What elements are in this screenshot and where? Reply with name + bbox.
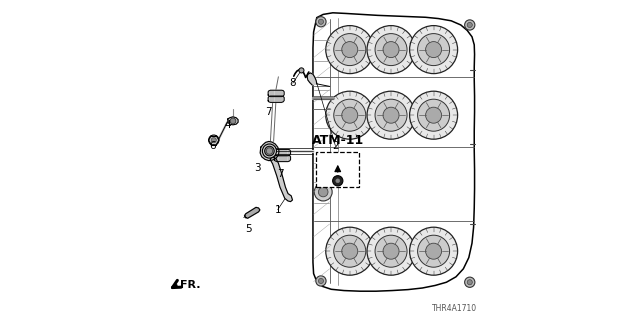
Text: 3: 3 — [254, 163, 261, 173]
Polygon shape — [244, 207, 260, 218]
Circle shape — [383, 107, 399, 123]
Polygon shape — [313, 13, 475, 291]
Polygon shape — [270, 157, 292, 202]
Circle shape — [336, 179, 340, 183]
Circle shape — [342, 42, 358, 58]
Circle shape — [334, 34, 366, 66]
Circle shape — [465, 277, 475, 287]
Circle shape — [319, 187, 328, 197]
Text: 4: 4 — [225, 120, 232, 130]
Text: 7: 7 — [265, 107, 271, 117]
Text: 1: 1 — [275, 204, 281, 215]
Text: 8: 8 — [289, 78, 296, 88]
Circle shape — [326, 26, 374, 74]
Circle shape — [418, 235, 450, 267]
Circle shape — [383, 42, 399, 58]
Text: 7: 7 — [276, 169, 284, 180]
Circle shape — [383, 243, 399, 259]
Circle shape — [465, 20, 475, 30]
Text: 6: 6 — [209, 140, 216, 151]
Circle shape — [326, 91, 374, 139]
Text: 5: 5 — [246, 224, 252, 234]
Circle shape — [418, 99, 450, 131]
Polygon shape — [275, 155, 291, 162]
Circle shape — [426, 107, 442, 123]
Circle shape — [410, 91, 458, 139]
Polygon shape — [275, 149, 291, 156]
Circle shape — [334, 235, 366, 267]
Circle shape — [333, 176, 343, 186]
Circle shape — [367, 227, 415, 275]
Bar — [316, 152, 360, 187]
Circle shape — [334, 99, 366, 131]
Polygon shape — [228, 117, 238, 125]
Circle shape — [367, 91, 415, 139]
Circle shape — [211, 138, 216, 143]
Circle shape — [467, 22, 472, 28]
Text: FR.: FR. — [180, 280, 201, 291]
Text: 2: 2 — [332, 140, 339, 151]
Circle shape — [418, 34, 450, 66]
Circle shape — [375, 99, 407, 131]
Circle shape — [375, 235, 407, 267]
Circle shape — [262, 144, 276, 158]
Circle shape — [299, 68, 304, 73]
Circle shape — [375, 34, 407, 66]
Polygon shape — [268, 96, 284, 102]
Circle shape — [426, 42, 442, 58]
Circle shape — [316, 276, 326, 286]
Circle shape — [410, 227, 458, 275]
Circle shape — [209, 135, 219, 145]
Circle shape — [319, 19, 324, 24]
Text: THR4A1710: THR4A1710 — [431, 304, 477, 313]
Polygon shape — [268, 90, 284, 97]
Circle shape — [410, 26, 458, 74]
Circle shape — [326, 227, 374, 275]
Circle shape — [316, 17, 326, 27]
Circle shape — [314, 183, 332, 201]
Circle shape — [426, 243, 442, 259]
Text: ATM-11: ATM-11 — [312, 134, 364, 147]
Circle shape — [265, 146, 275, 156]
Circle shape — [342, 243, 358, 259]
Circle shape — [367, 26, 415, 74]
Circle shape — [342, 107, 358, 123]
Circle shape — [230, 118, 236, 124]
Circle shape — [467, 280, 472, 285]
Polygon shape — [307, 73, 317, 85]
Polygon shape — [260, 141, 279, 161]
Circle shape — [266, 148, 273, 154]
Circle shape — [319, 278, 324, 284]
